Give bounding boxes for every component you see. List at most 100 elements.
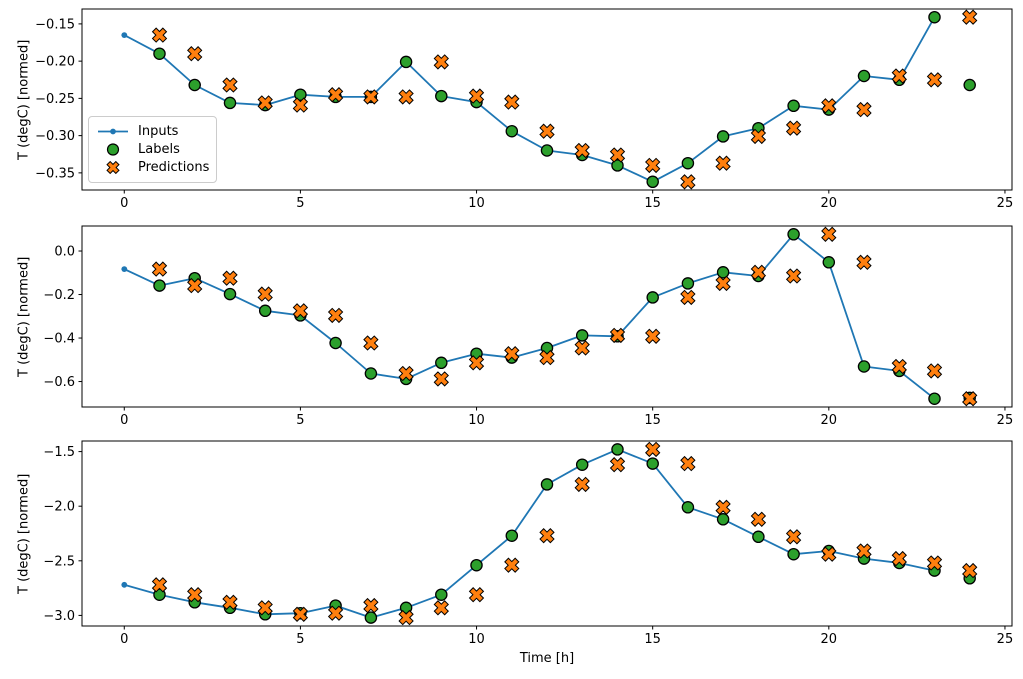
x-tick-label: 15 — [644, 632, 661, 647]
x-tick-label: 20 — [821, 196, 838, 211]
predictions-point — [292, 606, 309, 622]
labels-point — [928, 392, 941, 405]
predictions-point — [151, 261, 168, 277]
predictions-point — [926, 363, 943, 379]
y-tick-label: −0.4 — [43, 332, 75, 347]
labels-point — [153, 279, 166, 292]
legend-inputs-line-icon — [98, 128, 128, 135]
predictions-point — [856, 254, 872, 270]
axes-spines — [81, 225, 1013, 408]
labels-point — [716, 266, 730, 279]
labels-point — [928, 10, 941, 24]
y-tick-label: −0.25 — [35, 92, 75, 107]
predictions-point — [962, 9, 978, 25]
predictions-point — [433, 54, 449, 70]
labels-point — [505, 124, 519, 138]
axes-spines — [81, 440, 1013, 627]
predictions-point — [327, 307, 344, 324]
labels-point — [681, 156, 695, 170]
predictions-point — [398, 609, 414, 626]
predictions-point — [398, 89, 414, 105]
labels-point — [822, 256, 836, 269]
predictions-point — [645, 441, 661, 458]
x-tick-label: 5 — [296, 632, 304, 647]
x-tick-label: 10 — [468, 413, 485, 428]
labels-point — [294, 88, 307, 101]
inputs-point — [121, 581, 128, 588]
predictions-point — [891, 358, 907, 375]
labels-point — [611, 443, 624, 456]
x-tick-label: 5 — [296, 196, 304, 211]
predictions-point — [151, 577, 168, 593]
predictions-point — [962, 562, 978, 579]
predictions-point — [926, 72, 943, 88]
labels-point — [540, 478, 554, 491]
predictions-point — [363, 335, 379, 351]
predictions-point — [785, 120, 802, 136]
predictions-point — [539, 123, 555, 139]
labels-point — [646, 291, 659, 304]
predictions-point — [504, 346, 520, 362]
labels-point — [435, 356, 448, 370]
predictions-point — [750, 264, 767, 280]
predictions-point — [327, 605, 344, 621]
predictions-point — [222, 594, 238, 610]
y-tick-label: 0.0 — [54, 245, 75, 260]
labels-point — [716, 130, 730, 143]
subplot-1: 0 5 10 15 20 25 −0.15 −0.20 −0.25 −0.30 −0.35 — [35, 8, 1013, 211]
y-tick-label: −0.35 — [35, 166, 75, 181]
subplot-2: 0 5 10 15 20 25 0.0 −0.2 −0.4 −0.6 — [43, 225, 1014, 428]
legend-item-inputs: Inputs — [97, 124, 208, 139]
predictions-point — [574, 142, 590, 159]
x-tick-label: 0 — [120, 632, 128, 647]
predictions-point — [926, 555, 943, 571]
labels-point — [646, 457, 659, 470]
labels-point — [575, 329, 589, 342]
x-tick-label: 25 — [997, 632, 1014, 647]
labels-point — [223, 96, 237, 110]
labels-point — [787, 228, 800, 241]
predictions-point — [257, 600, 273, 616]
predictions-point — [398, 365, 414, 382]
legend-item-predictions: Predictions — [97, 160, 209, 175]
labels-point — [153, 47, 166, 60]
y-tick-label: −0.2 — [43, 288, 75, 303]
y-tick-label: −0.20 — [35, 55, 75, 70]
predictions-point — [539, 528, 555, 544]
predictions-point — [187, 46, 203, 62]
y-axis-label-subplot-1: T (degC) [normed] — [16, 39, 32, 160]
predictions-point — [468, 88, 485, 104]
predictions-point — [609, 457, 626, 473]
labels-point — [681, 501, 695, 514]
labels-point — [716, 513, 730, 526]
y-axis-label-subplot-3: T (degC) [normed] — [16, 473, 32, 594]
labels-point — [857, 69, 871, 83]
y-tick-label: −1.5 — [43, 445, 75, 460]
labels-point — [787, 99, 800, 113]
x-tick-label: 20 — [821, 632, 838, 647]
predictions-point — [257, 95, 273, 111]
labels-point — [399, 55, 413, 69]
x-tick-label: 25 — [997, 413, 1014, 428]
legend: Inputs Labels Predictions — [88, 116, 217, 183]
inputs-line — [123, 233, 936, 400]
labels-point — [505, 529, 519, 542]
axes-spines — [81, 8, 1013, 191]
labels-point — [540, 144, 554, 157]
predictions-point — [433, 371, 449, 387]
labels-point — [188, 78, 201, 92]
labels-series — [153, 228, 976, 405]
x-tick-label: 0 — [120, 196, 128, 211]
labels-point — [752, 530, 765, 544]
y-tick-label: −0.15 — [35, 17, 75, 32]
y-axis-label-subplot-2: T (degC) [normed] — [16, 256, 32, 377]
predictions-point — [891, 68, 907, 84]
predictions-point — [433, 600, 449, 616]
subplot-3: 0 5 10 15 20 25 −1.5 −2.0 −2.5 −3.0 — [43, 440, 1014, 647]
predictions-point — [504, 557, 520, 573]
x-tick-label: 0 — [120, 413, 128, 428]
predictions-point — [609, 147, 626, 163]
predictions-point — [257, 286, 273, 302]
x-tick-label: 10 — [468, 632, 485, 647]
